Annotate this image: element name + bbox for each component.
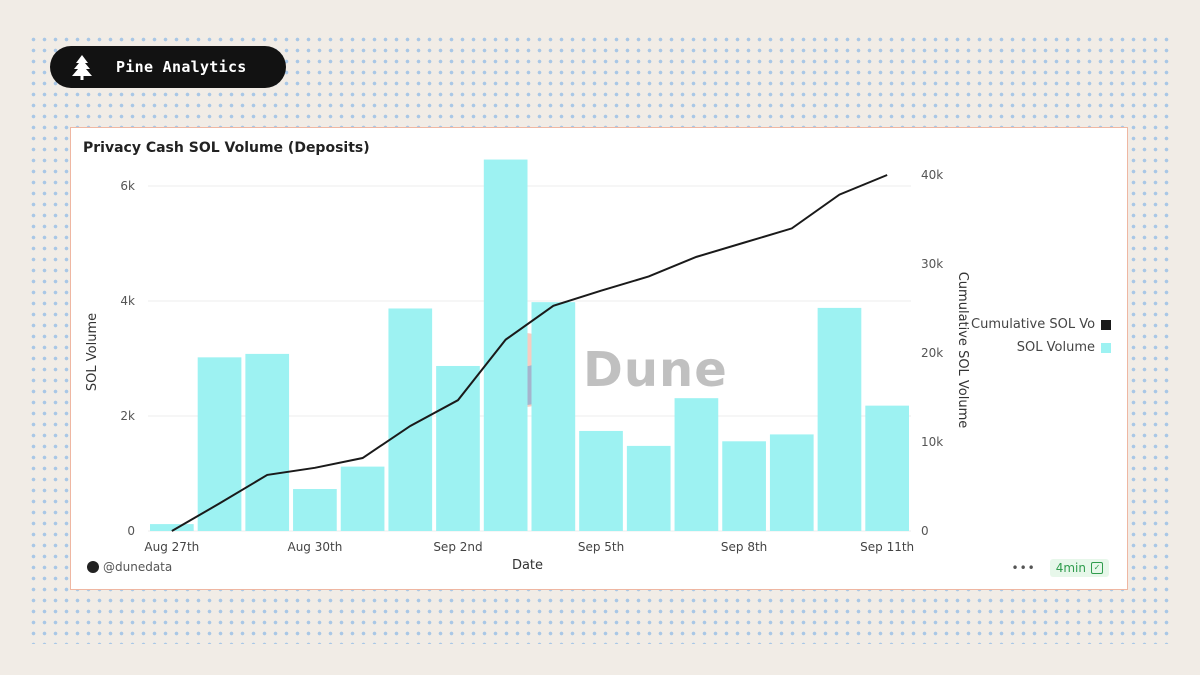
bar bbox=[150, 524, 194, 531]
bar bbox=[197, 357, 242, 531]
pine-tree-icon bbox=[72, 55, 92, 80]
y2-tick-label: 10k bbox=[921, 435, 943, 449]
bar bbox=[531, 302, 576, 531]
bar bbox=[674, 398, 719, 531]
more-options-button[interactable]: ••• bbox=[1011, 561, 1036, 575]
legend-item-sol-volume[interactable]: SOL Volume bbox=[969, 336, 1111, 359]
source-handle: @dunedata bbox=[103, 560, 173, 574]
bar bbox=[245, 353, 290, 531]
y2-axis-label: Cumulative SOL Volume bbox=[955, 272, 970, 429]
legend: Cumulative SOL Vo SOL Volume bbox=[969, 313, 1111, 359]
x-tick-label: Aug 30th bbox=[287, 540, 342, 554]
freshness-label: 4min bbox=[1055, 561, 1086, 575]
avatar bbox=[87, 561, 99, 573]
chart-canvas: 0 2k 4k 6k 0 10k 20k 30k 40k Aug 27th Aug 30th Sep … bbox=[85, 159, 970, 573]
x-tick-label: Sep 5th bbox=[578, 540, 624, 554]
y2-tick-label: 40k bbox=[921, 168, 943, 182]
x-tick-label: Sep 11th bbox=[860, 540, 914, 554]
y2-tick-label: 30k bbox=[921, 257, 943, 271]
x-tick-label: Sep 2nd bbox=[433, 540, 482, 554]
chart-card: Privacy Cash SOL Volume (Deposits) Dune … bbox=[70, 127, 1128, 590]
x-tick-label: Aug 27th bbox=[144, 540, 199, 554]
x-axis-label: Date bbox=[512, 558, 543, 573]
legend-item-cumulative[interactable]: Cumulative SOL Vo bbox=[969, 313, 1111, 336]
brand-badge: Pine Analytics bbox=[50, 46, 286, 88]
y-axis-label: SOL Volume bbox=[85, 313, 100, 391]
bar bbox=[626, 445, 671, 531]
check-icon: ✓ bbox=[1091, 562, 1103, 574]
legend-swatch-cumulative bbox=[1101, 319, 1111, 330]
watermark-text: Dune bbox=[583, 342, 728, 398]
footer-actions: ••• 4min ✓ bbox=[1011, 559, 1109, 577]
bar bbox=[436, 365, 480, 531]
bar bbox=[722, 441, 766, 531]
legend-label-sol-volume: SOL Volume bbox=[1016, 340, 1095, 355]
bar bbox=[340, 466, 385, 531]
bar bbox=[388, 308, 433, 531]
chart-title: Privacy Cash SOL Volume (Deposits) bbox=[83, 140, 370, 156]
freshness-badge[interactable]: 4min ✓ bbox=[1049, 559, 1109, 577]
y-tick-label: 4k bbox=[120, 294, 135, 308]
bar bbox=[865, 405, 909, 531]
cumulative-line bbox=[171, 174, 888, 532]
source-credit[interactable]: @dunedata bbox=[87, 560, 172, 574]
x-tick-label: Sep 8th bbox=[721, 540, 767, 554]
bar bbox=[817, 307, 862, 531]
y-tick-label: 6k bbox=[120, 179, 135, 193]
y2-tick-label: 20k bbox=[921, 346, 943, 360]
bar bbox=[579, 430, 623, 531]
bar bbox=[293, 489, 337, 531]
brand-name: Pine Analytics bbox=[116, 58, 247, 76]
legend-label-cumulative: Cumulative SOL Vo bbox=[971, 317, 1095, 332]
y-tick-label: 2k bbox=[120, 409, 135, 423]
bar bbox=[769, 434, 814, 531]
y-tick-label: 0 bbox=[127, 524, 135, 538]
bar bbox=[483, 159, 528, 532]
y2-tick-label: 0 bbox=[921, 524, 929, 538]
legend-swatch-sol-volume bbox=[1101, 342, 1111, 353]
